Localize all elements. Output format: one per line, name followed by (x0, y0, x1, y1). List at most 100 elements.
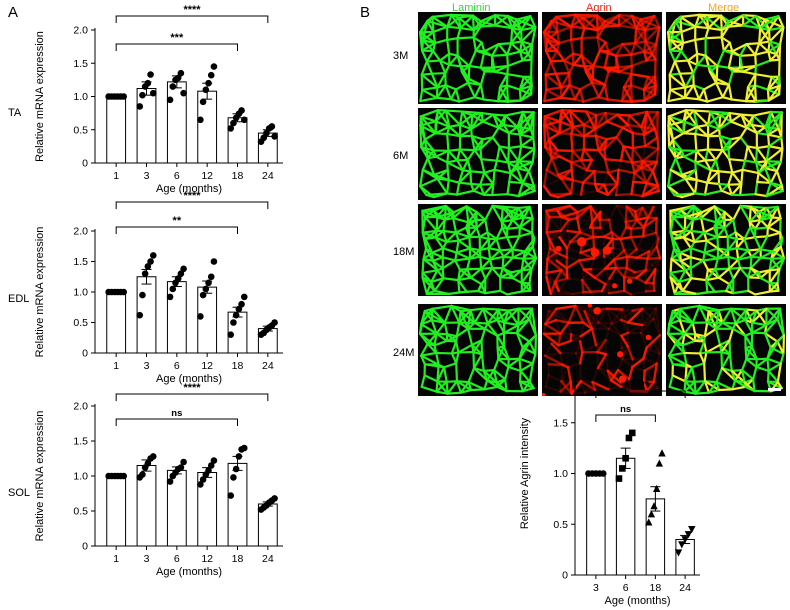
data-point-edl (139, 291, 146, 299)
data-point-sol (199, 476, 207, 483)
y-tick-label-sol: 1.0 (73, 471, 88, 483)
bar-ta-3 (136, 88, 157, 164)
y-tick-label-agrin: 0 (562, 570, 568, 582)
data-point-edl (197, 313, 204, 320)
data-point-sol (227, 492, 235, 499)
data-point-sol (139, 471, 146, 478)
micrograph-tile-24m-agrin (542, 304, 662, 396)
micrograph-tile-3m-agrin (542, 12, 662, 104)
x-tick-label-agrin: 3 (593, 582, 599, 594)
data-point-agrin (681, 536, 689, 544)
data-point-sol (207, 462, 215, 469)
significance-label-agrin: **** (632, 379, 650, 391)
data-point-agrin (684, 531, 693, 539)
bar-sol-1 (106, 475, 127, 547)
data-point-ta (199, 98, 207, 106)
significance-bracket-agrin (595, 414, 656, 422)
y-tick-label-ta: 0.5 (73, 124, 88, 136)
micrograph-image (666, 12, 786, 104)
data-point-agrin (650, 502, 658, 510)
significance-bracket-agrin (595, 390, 686, 398)
row-label-sol: SOL (8, 487, 31, 499)
x-tick-label-sol: 24 (262, 553, 274, 565)
data-point-edl (202, 285, 210, 293)
data-point-ta (268, 123, 276, 130)
data-point-agrin (645, 518, 653, 526)
y-axis-title-ta: Relative mRNA expression (34, 31, 46, 162)
micrograph-row-label-18m: 18M (393, 246, 415, 258)
micrograph-image (418, 204, 538, 296)
y-tick-label-ta: 1.5 (73, 58, 88, 70)
micrograph-image (666, 204, 786, 296)
micrograph-image (418, 304, 538, 396)
data-point-ta (207, 71, 215, 79)
data-point-ta (139, 91, 146, 99)
chart-ta: 0 0.5 1.0 1.5 2.0 Relative mRNA expression 1 3 6… (34, 4, 283, 195)
x-tick-label-sol: 3 (144, 553, 150, 565)
x-tick-label-ta: 12 (201, 170, 213, 182)
y-tick-label-edl: 1.5 (73, 256, 88, 268)
y-axis-title-edl: Relative mRNA expression (34, 227, 46, 358)
column-header-agrin: Agrin (586, 2, 612, 14)
data-point-agrin (678, 541, 686, 549)
micrograph-image (418, 108, 538, 200)
bar-edl-6 (166, 281, 187, 354)
data-point-ta (230, 119, 237, 127)
data-point-edl (207, 273, 215, 281)
data-point-edl (180, 265, 187, 273)
y-tick-label-ta: 2.0 (73, 25, 88, 37)
data-point-sol (240, 444, 248, 452)
significance-bracket-sol (115, 418, 238, 426)
x-tick-label-ta: 18 (232, 170, 244, 182)
x-tick-label-edl: 1 (113, 360, 119, 372)
data-point-sol (149, 453, 157, 460)
data-point-edl (210, 258, 218, 265)
y-axis-title-sol: Relative mRNA expression (34, 411, 46, 542)
y-tick-label-agrin: 1.0 (553, 468, 568, 480)
data-point-sol (232, 465, 240, 473)
micrograph-row-label-6m: 6M (393, 150, 409, 162)
data-point-edl (166, 293, 174, 301)
x-tick-label-agrin: 6 (623, 582, 629, 594)
data-point-ta (136, 103, 144, 110)
x-axis-title-agrin: Age (months) (604, 595, 670, 607)
micrograph-row-label-3m: 3M (393, 50, 409, 62)
data-point-agrin (653, 484, 661, 493)
data-point-ta (271, 133, 278, 140)
y-tick-label-agrin: 0.5 (553, 519, 568, 531)
data-point-agrin (674, 549, 683, 557)
x-tick-label-agrin: 18 (650, 582, 662, 594)
data-point-sol (120, 472, 127, 480)
micrograph-tile-18m-agrin (542, 204, 662, 296)
data-point-sol (210, 457, 218, 464)
data-point-sol (180, 458, 187, 466)
significance-label-edl: **** (183, 190, 201, 202)
significance-bracket-ta (115, 15, 269, 23)
data-point-ta (169, 83, 177, 90)
data-point-agrin (655, 459, 664, 467)
data-point-edl (235, 305, 243, 313)
y-axis-title-agrin: Relative Agrin intensity (519, 417, 531, 529)
data-point-edl (136, 311, 144, 319)
y-tick-label-edl: 2.0 (73, 226, 88, 238)
x-tick-label-edl: 6 (174, 360, 180, 372)
micrograph-image (542, 12, 662, 104)
micrograph-tile-18m-merge (666, 204, 786, 296)
micrograph-tile-3m-merge (666, 12, 786, 104)
x-tick-label-ta: 1 (113, 170, 119, 182)
data-point-sol (230, 474, 237, 481)
micrograph-image (418, 12, 538, 104)
data-point-edl (232, 311, 240, 319)
data-point-agrin (658, 449, 666, 457)
data-point-edl (141, 270, 149, 278)
micrograph-tile-18m-laminin (418, 204, 538, 296)
data-point-edl (149, 252, 157, 259)
significance-bracket-edl (115, 201, 269, 209)
chart-agrin: 0 0.5 1.0 1.5 2.0 Relative Agrin intensity 3 6 1… (519, 367, 700, 607)
x-axis-title-sol: Age (months) (156, 566, 222, 578)
data-point-edl (199, 291, 207, 299)
data-point-edl (240, 293, 248, 301)
significance-label-ta: **** (183, 4, 201, 16)
bar-ta-1 (106, 96, 127, 164)
